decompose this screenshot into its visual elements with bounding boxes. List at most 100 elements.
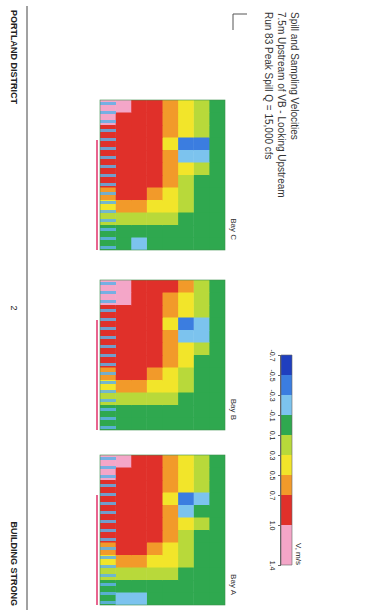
heatmap-cell bbox=[178, 505, 194, 518]
tick-label: -0.5 bbox=[269, 369, 276, 381]
intake-slot bbox=[100, 300, 116, 303]
heatmap-cell bbox=[193, 468, 209, 481]
heatmap-cell bbox=[178, 393, 194, 406]
heatmap-cell bbox=[100, 468, 116, 481]
intake-slot bbox=[100, 363, 116, 366]
heatmap-cell bbox=[209, 150, 225, 163]
heatmap-cell bbox=[209, 468, 225, 481]
heatmap-cell bbox=[193, 530, 209, 543]
heatmap-cell bbox=[209, 455, 225, 468]
color-bar-tick: 0.7 bbox=[269, 491, 281, 501]
heatmap-cell bbox=[100, 555, 116, 568]
heatmap-cell bbox=[131, 468, 147, 481]
heatmap-cell bbox=[162, 213, 178, 226]
intake-slot bbox=[100, 147, 116, 150]
intake-slot bbox=[100, 165, 116, 168]
heatmap-cells bbox=[100, 280, 225, 430]
heatmap-cell bbox=[209, 405, 225, 418]
heatmap-cell bbox=[115, 225, 131, 238]
heatmap-cell bbox=[193, 480, 209, 493]
heatmap-cell bbox=[115, 405, 131, 418]
heatmap-cell bbox=[100, 493, 116, 506]
heatmap-cell bbox=[115, 125, 131, 138]
heatmap-cell bbox=[100, 225, 116, 238]
heatmap-cell bbox=[131, 125, 147, 138]
heatmap-cell bbox=[209, 318, 225, 331]
intake-slot bbox=[100, 390, 116, 393]
heatmap-cell bbox=[131, 238, 147, 251]
heatmap-cell bbox=[115, 455, 131, 468]
color-bar: -0.7-0.5-0.3-0.10.10.30.50.71.01.4V, m/s bbox=[269, 349, 303, 570]
panel: Bay B bbox=[97, 280, 238, 431]
intake-slot bbox=[100, 309, 116, 312]
intake-slot bbox=[100, 381, 116, 384]
intake-slot bbox=[100, 183, 116, 186]
intake-slot bbox=[100, 520, 116, 523]
heatmap-cell bbox=[209, 518, 225, 531]
heatmap-cell bbox=[131, 405, 147, 418]
heatmap-cell bbox=[100, 355, 116, 368]
intake-slot bbox=[100, 138, 116, 141]
heatmap-cell bbox=[193, 150, 209, 163]
heatmap-cell bbox=[146, 593, 162, 606]
heatmap-cell bbox=[115, 355, 131, 368]
heatmap-cell bbox=[162, 543, 178, 556]
heatmap-cell bbox=[115, 380, 131, 393]
heatmap-cell bbox=[193, 330, 209, 343]
heatmap-cell bbox=[178, 418, 194, 431]
heatmap-cell bbox=[209, 238, 225, 251]
heatmap-cell bbox=[209, 280, 225, 293]
heatmap-cell bbox=[146, 225, 162, 238]
heatmap-cell bbox=[131, 368, 147, 381]
heatmap-cell bbox=[178, 213, 194, 226]
heatmap-cell bbox=[178, 150, 194, 163]
title-block: Spill and Sampling Velocities7.5m Upstre… bbox=[263, 12, 300, 198]
heatmap-cell bbox=[146, 330, 162, 343]
heatmap-cell bbox=[100, 280, 116, 293]
heatmap-cell bbox=[100, 150, 116, 163]
intake-slot bbox=[100, 174, 116, 177]
heatmap-cell bbox=[193, 405, 209, 418]
color-bar-axis: -0.7-0.5-0.3-0.10.10.30.50.71.01.4 bbox=[269, 349, 281, 570]
heatmap-cell bbox=[178, 100, 194, 113]
slide: Spill and Sampling Velocities7.5m Upstre… bbox=[0, 0, 389, 616]
heatmap-cell bbox=[146, 555, 162, 568]
heatmap-cell bbox=[162, 480, 178, 493]
panel-frame bbox=[100, 455, 225, 605]
heatmap-cell bbox=[115, 150, 131, 163]
color-bar-tick: -0.1 bbox=[269, 409, 281, 421]
heatmap-cell bbox=[193, 493, 209, 506]
heatmap-cell bbox=[162, 163, 178, 176]
color-bar-bin bbox=[281, 475, 292, 495]
heatmap-cell bbox=[209, 530, 225, 543]
heatmap-cell bbox=[209, 188, 225, 201]
intake-slot bbox=[100, 484, 116, 487]
heatmap-cell bbox=[146, 468, 162, 481]
intake-slot bbox=[100, 466, 116, 469]
heatmap-cell bbox=[131, 305, 147, 318]
heatmap-cell bbox=[146, 293, 162, 306]
footer-rule bbox=[27, 6, 28, 610]
heatmap-cell bbox=[146, 493, 162, 506]
heatmap-cell bbox=[178, 468, 194, 481]
intake-comb bbox=[100, 457, 116, 604]
heatmap-cell bbox=[146, 455, 162, 468]
intake-slot bbox=[100, 556, 116, 559]
panel: Bay C bbox=[97, 100, 238, 251]
intake-slot bbox=[100, 592, 116, 595]
heatmap-cell bbox=[131, 480, 147, 493]
heatmap-cell bbox=[209, 330, 225, 343]
heatmap-cell bbox=[115, 568, 131, 581]
heatmap-cell bbox=[100, 480, 116, 493]
footer-left: PORTLAND DISTRICT bbox=[9, 10, 19, 104]
heatmap-cell bbox=[146, 125, 162, 138]
heatmap-cell bbox=[100, 330, 116, 343]
heatmap-cell bbox=[146, 150, 162, 163]
heatmap-cell bbox=[178, 343, 194, 356]
intake-slot bbox=[100, 156, 116, 159]
heatmap-cell bbox=[100, 343, 116, 356]
heatmap-cell bbox=[131, 418, 147, 431]
heatmap-cell bbox=[178, 318, 194, 331]
intake-slot bbox=[100, 237, 116, 240]
heatmap-cell bbox=[178, 305, 194, 318]
